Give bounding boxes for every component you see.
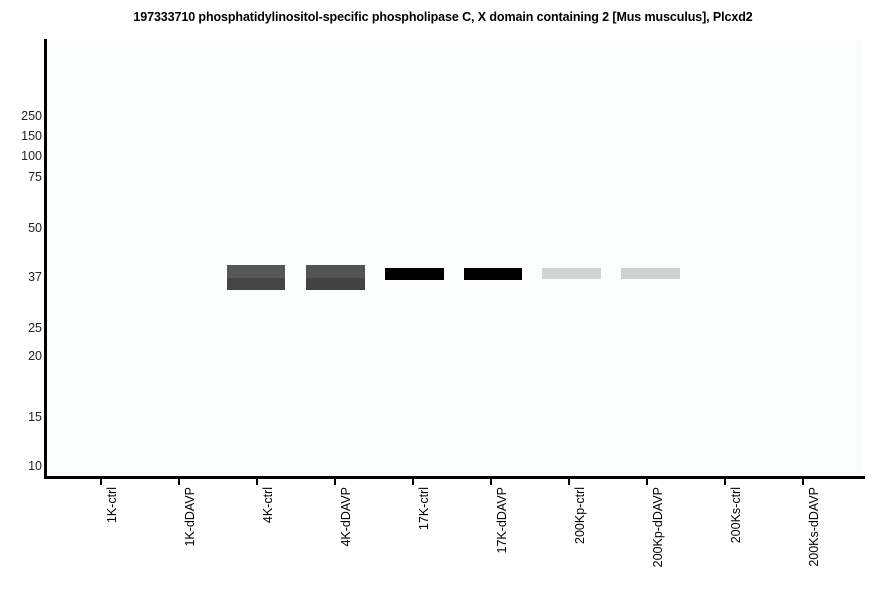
x-tick-mark-4K-ctrl (256, 479, 258, 485)
x-tick-label-200Ks-ctrl: 200Ks-ctrl (729, 487, 743, 544)
page-title: 197333710 phosphatidylinositol-specific … (133, 10, 753, 24)
x-tick-mark-4K-dDAVP (334, 479, 336, 485)
gel-band-200Kp-dDAVP (621, 268, 680, 279)
x-axis-line (44, 476, 865, 479)
gel-band-segment (227, 278, 285, 290)
x-tick-mark-200Kp-ctrl (568, 479, 570, 485)
y-tick-label-150: 150 (21, 129, 42, 143)
y-tick-label-37: 37 (28, 270, 42, 284)
x-tick-label-17K-dDAVP: 17K-dDAVP (495, 487, 509, 554)
gel-band-4K-dDAVP (306, 265, 365, 290)
x-tick-mark-17K-dDAVP (490, 479, 492, 485)
x-tick-label-17K-ctrl: 17K-ctrl (417, 487, 431, 531)
y-axis-tick-labels: 250 150 100 75 50 37 25 20 15 10 (0, 0, 42, 595)
x-tick-mark-17K-ctrl (412, 479, 414, 485)
y-tick-label-250: 250 (21, 109, 42, 123)
y-tick-label-100: 100 (21, 149, 42, 163)
x-tick-mark-200Kp-dDAVP (646, 479, 648, 485)
gel-band-segment (306, 278, 365, 290)
x-tick-mark-200Ks-ctrl (724, 479, 726, 485)
gel-band-4K-ctrl (227, 265, 285, 290)
x-tick-label-200Kp-dDAVP: 200Kp-dDAVP (651, 487, 665, 568)
x-tick-label-200Kp-ctrl: 200Kp-ctrl (573, 487, 587, 544)
x-tick-label-4K-dDAVP: 4K-dDAVP (339, 487, 353, 547)
x-tick-label-4K-ctrl: 4K-ctrl (261, 487, 275, 524)
y-axis-line (44, 39, 47, 478)
y-tick-label-75: 75 (28, 170, 42, 184)
x-tick-label-1K-ctrl: 1K-ctrl (105, 487, 119, 524)
x-tick-mark-1K-dDAVP (178, 479, 180, 485)
x-tick-label-1K-dDAVP: 1K-dDAVP (183, 487, 197, 547)
y-tick-label-50: 50 (28, 221, 42, 235)
gel-band-17K-dDAVP (464, 268, 522, 280)
gel-band-17K-ctrl (385, 268, 444, 280)
gel-band-segment (464, 268, 522, 280)
y-tick-label-10: 10 (28, 459, 42, 473)
gel-band-200Kp-ctrl (542, 268, 601, 279)
gel-band-segment (227, 265, 285, 278)
gel-band-segment (385, 268, 444, 280)
x-tick-mark-1K-ctrl (100, 479, 102, 485)
y-tick-label-25: 25 (28, 321, 42, 335)
y-tick-label-20: 20 (28, 349, 42, 363)
y-tick-label-15: 15 (28, 410, 42, 424)
x-tick-label-200Ks-dDAVP: 200Ks-dDAVP (807, 487, 821, 567)
gel-band-segment (306, 265, 365, 278)
gel-band-segment (542, 268, 601, 279)
x-tick-mark-200Ks-dDAVP (802, 479, 804, 485)
gel-band-segment (621, 268, 680, 279)
plot-area (47, 40, 863, 477)
